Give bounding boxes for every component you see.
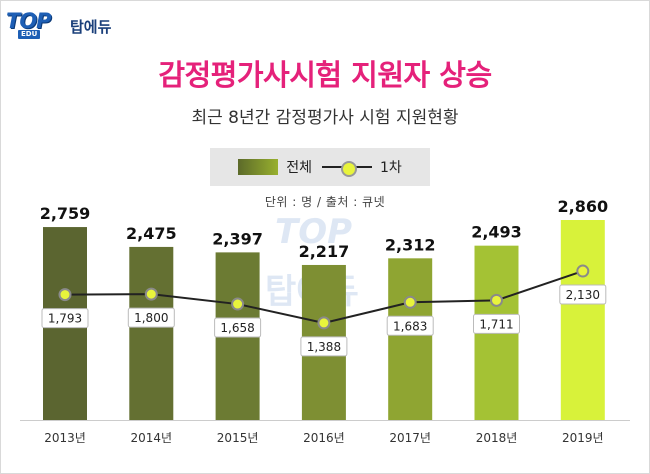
line-value-box	[300, 336, 348, 357]
line-point	[144, 287, 158, 301]
bar-2017년	[388, 258, 433, 420]
bar-2019년	[560, 220, 605, 420]
line-point	[231, 297, 245, 311]
line-value-box	[214, 317, 262, 338]
line-value-label: 2,130	[566, 288, 600, 302]
line-value-label: 1,711	[479, 317, 513, 331]
legend-bar-swatch	[238, 159, 279, 175]
x-tick-label: 2018년	[476, 431, 518, 445]
source-note: 단위 : 명 / 출처 : 큐넷	[264, 195, 386, 209]
logo-mark: TOP EDU	[6, 9, 68, 41]
line-point	[576, 264, 590, 278]
bar-value-label: 2,217	[299, 242, 350, 261]
line-value-box	[559, 284, 607, 305]
x-tick-label: 2013년	[44, 431, 86, 445]
x-tick-label: 2014년	[131, 431, 173, 445]
legend-line-swatch	[321, 159, 372, 177]
chart-subtitle: 최근 8년간 감정평가사 시험 지원현황	[191, 108, 459, 128]
line-value-label: 1,800	[134, 311, 168, 325]
line-point	[58, 288, 72, 302]
line-point	[317, 316, 331, 330]
bar-value-label: 2,397	[212, 229, 263, 248]
chart-title: 감정평가사시험 지원자 상승	[158, 58, 492, 92]
line-value-box	[473, 313, 520, 334]
legend-item-total: 전체	[238, 157, 312, 177]
line-value-label: 1,658	[220, 321, 254, 335]
x-tick-label: 2017년	[389, 431, 431, 445]
chart-legend: 전체 1차	[210, 148, 430, 186]
bar-2014년	[129, 246, 174, 420]
bar-value-label: 2,312	[385, 235, 436, 254]
legend-label-first: 1차	[379, 160, 402, 176]
legend-item-first: 1차	[321, 157, 402, 177]
line-point	[403, 295, 417, 309]
bar-value-label: 2,475	[126, 224, 177, 243]
line-value-label: 1,683	[393, 319, 427, 333]
line-value-box	[127, 307, 175, 328]
line-value-label: 1,793	[48, 312, 82, 326]
bar-value-label: 2,493	[471, 223, 522, 242]
line-value-label: 1,388	[307, 340, 341, 354]
x-tick-label: 2016년	[303, 431, 345, 445]
x-tick-label: 2015년	[217, 431, 259, 445]
logo-edu-text: EDU	[18, 30, 41, 39]
bar-value-label: 2,860	[557, 197, 608, 216]
line-point	[490, 293, 503, 307]
logo-text: 탑에듀	[70, 17, 112, 36]
line-value-box	[41, 308, 89, 329]
brand-logo[interactable]: TOP EDU 탑에듀	[6, 9, 112, 42]
line-value-box	[386, 315, 434, 336]
bar-value-label: 2,759	[40, 204, 91, 223]
logo-top-text: TOP	[6, 9, 52, 33]
legend-label-total: 전체	[286, 160, 312, 176]
x-tick-label: 2019년	[562, 431, 604, 445]
